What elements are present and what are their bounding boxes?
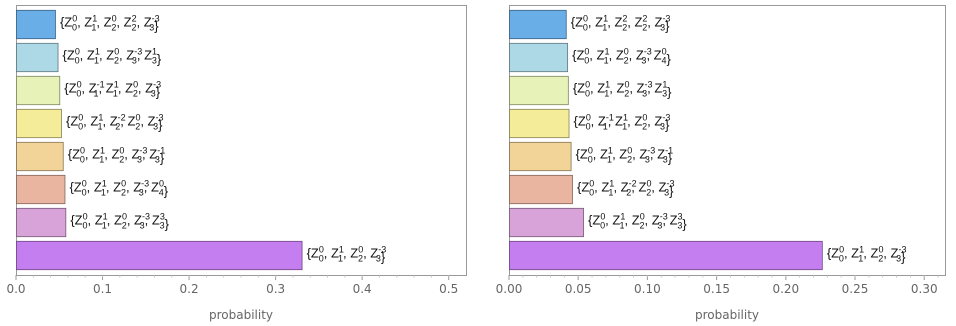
x-tick-label: 0.15 <box>703 282 730 296</box>
x-axis-title: probability <box>695 308 759 322</box>
x-tick-label: 0.25 <box>842 282 869 296</box>
bar <box>509 42 569 73</box>
bar-label: {Z0 0, Z-1 1, Z1 1, Z0 2, Z-3 3} <box>574 113 671 133</box>
x-tick-label: 0.2 <box>180 282 199 296</box>
bar <box>509 141 572 172</box>
bar <box>16 75 61 106</box>
chart-panel-2: {Z0 0, Z1 1, Z2 2, Z2 2, Z-3 3} {Z0 0, Z1 1, Z0 2… <box>496 5 946 322</box>
bar-label: {Z0 0, Z1 1, Z0 2, Z-3 3} <box>827 245 907 265</box>
bar <box>509 9 567 40</box>
bar-label: {Z0 0, Z1 1, Z-2 2, Z0 2, Z-3 3} <box>577 179 675 199</box>
x-tick-label: 0.10 <box>634 282 661 296</box>
bar <box>16 240 303 271</box>
bar-label: {Z0 0, Z-1 1, Z1 1, Z0 2, Z-3 3} <box>64 80 161 100</box>
bar-label: {Z0 0, Z1 1, Z0 2, Z-3 3, Z3 3} <box>70 212 169 232</box>
bar <box>509 240 823 271</box>
bar-label: {Z0 0, Z1 1, Z0 2, Z2 2, Z-3 3} <box>60 14 160 34</box>
bar-label: {Z0 0, Z1 1, Z-2 2, Z0 2, Z-3 3} <box>66 113 164 133</box>
bar <box>509 207 584 238</box>
bar <box>16 141 64 172</box>
x-tick-label: 0.1 <box>93 282 112 296</box>
x-tick-label: 0.3 <box>266 282 285 296</box>
bar <box>16 207 67 238</box>
bar <box>509 174 573 205</box>
bar-label: {Z0 0, Z1 1, Z0 2, Z-3 3, Z0 4} <box>572 47 671 67</box>
x-tick-label: 0.05 <box>565 282 592 296</box>
bar-label: {Z0 0, Z1 1, Z0 2, Z-3 3, Z-1 3} <box>68 146 166 166</box>
bar-label: {Z0 0, Z1 1, Z0 2, Z-3 3, Z-1 3} <box>576 146 674 166</box>
chart-panel-1: {Z0 0, Z1 1, Z0 2, Z2 2, Z-3 3} {Z0 0, Z1 1, Z0 2… <box>6 5 467 322</box>
bar-label: {Z0 0, Z1 1, Z0 2, Z-3 3, Z0 4} <box>69 179 168 199</box>
bar <box>16 42 59 73</box>
x-tick-label: 0.0 <box>6 282 25 296</box>
bar-label: {Z0 0, Z1 1, Z0 2, Z-3 3, Z1 3} <box>63 47 162 67</box>
plot-frame <box>16 5 467 276</box>
bar <box>16 174 66 205</box>
x-tick-label: 0.4 <box>353 282 372 296</box>
plot-frame <box>509 5 946 276</box>
x-axis-title: probability <box>209 308 273 322</box>
x-tick-label: 0.5 <box>439 282 458 296</box>
bar <box>509 108 570 139</box>
bar <box>16 9 56 40</box>
bar-label: {Z0 0, Z1 1, Z2 2, Z2 2, Z-3 3} <box>571 14 671 34</box>
bar-label: {Z0 0, Z1 1, Z0 2, Z-3 3, Z1 3} <box>573 80 672 100</box>
bar-label: {Z0 0, Z1 1, Z0 2, Z-3 3, Z3 3} <box>588 212 687 232</box>
bar <box>16 108 62 139</box>
x-tick-label: 0.30 <box>911 282 938 296</box>
x-tick-label: 0.00 <box>496 282 523 296</box>
x-tick-label: 0.20 <box>772 282 799 296</box>
bar <box>509 75 569 106</box>
bar-label: {Z0 0, Z1 1, Z0 2, Z-3 3} <box>307 245 387 265</box>
